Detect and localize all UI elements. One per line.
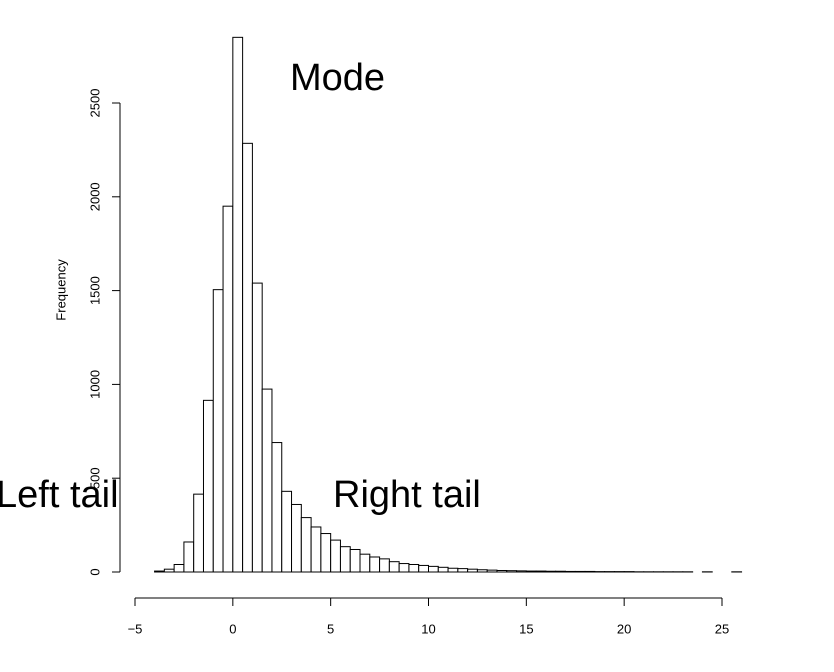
bar [183, 541, 195, 573]
annotation: Left tail [0, 474, 119, 516]
y-tick-label: 1000 [87, 370, 102, 399]
y-tick-label: 500 [87, 467, 102, 489]
bar [516, 570, 527, 573]
bar [310, 526, 322, 573]
y-tick-label: 0 [87, 568, 102, 575]
bar [437, 566, 449, 573]
bar [525, 570, 537, 573]
bar [222, 205, 234, 573]
bar [261, 388, 273, 573]
bar [467, 568, 478, 573]
bar [457, 568, 469, 573]
x-tick-label: 25 [715, 621, 729, 636]
x-tick-label: 15 [519, 621, 533, 636]
y-axis-label: Frequency [53, 259, 68, 321]
bar [212, 289, 224, 573]
bar [154, 570, 165, 573]
bar [584, 570, 596, 573]
annotation: Mode [290, 57, 385, 99]
bar [163, 568, 175, 573]
bar [408, 563, 420, 573]
bar [496, 569, 508, 573]
y-tick-label: 2000 [87, 182, 102, 211]
y-tick-label: 1500 [87, 276, 102, 305]
bar [359, 553, 371, 573]
bar [271, 442, 283, 573]
bar [242, 142, 253, 573]
bar [281, 490, 293, 573]
bar [330, 539, 341, 573]
bar [574, 570, 586, 573]
bar [232, 36, 244, 573]
bar [349, 548, 361, 573]
bar [555, 570, 566, 573]
x-tick-label: 10 [421, 621, 435, 636]
bar [476, 569, 488, 573]
bar [320, 533, 332, 573]
bar [545, 570, 557, 573]
bar [369, 556, 381, 573]
bar [486, 569, 498, 573]
x-tick-label: −5 [128, 621, 143, 636]
bar [202, 399, 214, 573]
bar [418, 564, 430, 573]
bar [388, 561, 400, 573]
bar [251, 282, 263, 573]
bar [398, 563, 410, 573]
bar [339, 546, 351, 573]
bar [564, 570, 576, 573]
x-tick-label: 0 [229, 621, 236, 636]
y-tick-label: 2500 [87, 89, 102, 118]
bar [291, 503, 302, 573]
bar [506, 570, 518, 573]
x-tick-label: 20 [617, 621, 631, 636]
bar [300, 517, 312, 573]
bar [193, 493, 204, 573]
bar [428, 565, 439, 573]
x-tick-label: 5 [327, 621, 334, 636]
bar [379, 558, 390, 573]
annotation: Right tail [333, 474, 481, 516]
bar [447, 567, 459, 573]
bar [535, 570, 547, 573]
bar [173, 563, 185, 573]
